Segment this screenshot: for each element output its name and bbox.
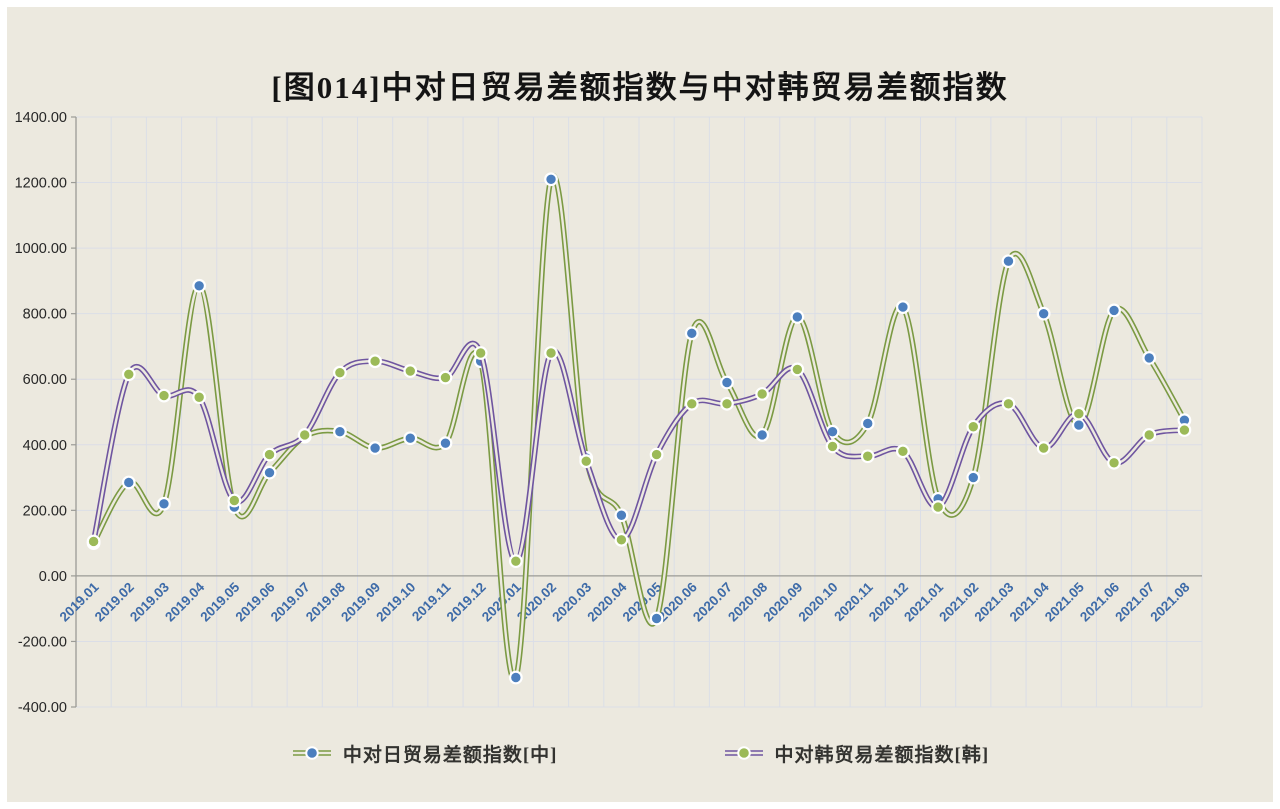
data-point-marker bbox=[192, 278, 207, 293]
data-point-marker bbox=[931, 500, 945, 514]
data-point-marker bbox=[1107, 303, 1121, 318]
data-point-marker bbox=[966, 470, 981, 485]
data-point-marker bbox=[755, 387, 770, 401]
data-point-marker bbox=[966, 419, 981, 434]
data-point-marker bbox=[1036, 441, 1051, 455]
data-point-marker bbox=[614, 532, 629, 547]
data-point-marker bbox=[649, 447, 664, 462]
data-point-marker bbox=[508, 554, 523, 569]
y-axis-label: 1200.00 bbox=[15, 176, 67, 192]
data-point-marker bbox=[473, 346, 488, 360]
data-point-marker bbox=[333, 424, 347, 439]
data-point-marker bbox=[157, 496, 171, 511]
y-axis-label: 400.00 bbox=[23, 438, 67, 454]
x-axis-label: 2019.10 bbox=[373, 579, 418, 624]
data-point-marker bbox=[1001, 396, 1016, 411]
legend-label-japan: 中对日贸易差额指数[中] bbox=[342, 744, 558, 766]
y-axis-label: 1000.00 bbox=[15, 241, 67, 257]
data-point-marker bbox=[684, 396, 699, 411]
data-point-marker bbox=[1177, 423, 1192, 437]
y-axis-label: 1400.00 bbox=[15, 110, 67, 126]
data-point-marker bbox=[544, 172, 558, 187]
data-point-marker bbox=[614, 508, 629, 523]
data-point-marker bbox=[403, 431, 418, 446]
data-point-marker bbox=[192, 390, 207, 405]
chart-frame: [图014]中对日贸易差额指数与中对韩贸易差额指数 1400.00 1200.00… bbox=[7, 7, 1273, 802]
y-axis-label: 600.00 bbox=[23, 372, 67, 388]
x-axis-label: 2021.08 bbox=[1147, 579, 1192, 624]
x-axis-label: 2020.10 bbox=[796, 579, 841, 624]
data-point-marker bbox=[227, 493, 242, 508]
y-axis-label: 200.00 bbox=[23, 503, 67, 519]
chart-title: [图014]中对日贸易差额指数与中对韩贸易差额指数 bbox=[271, 70, 1009, 105]
data-point-marker bbox=[579, 454, 594, 469]
data-point-marker bbox=[790, 362, 805, 377]
data-point-marker bbox=[755, 428, 770, 442]
legend-label-korea: 中对韩贸易差额指数[韩] bbox=[774, 744, 990, 766]
y-axis-label: -400.00 bbox=[18, 700, 67, 716]
data-point-marker bbox=[403, 364, 418, 378]
y-axis-label: 800.00 bbox=[23, 307, 67, 323]
legend-item-japan: 中对日贸易差额指数[中] bbox=[291, 740, 558, 767]
japan-series-line-icon bbox=[292, 746, 331, 760]
data-point-marker bbox=[1071, 406, 1086, 421]
legend: 中对日贸易差额指数[中] 中对韩贸易差额指数[韩] bbox=[7, 733, 1273, 773]
series-line-inner bbox=[92, 342, 1185, 563]
y-axis-label: 0.00 bbox=[39, 569, 67, 585]
legend-item-korea: 中对韩贸易差额指数[韩] bbox=[723, 740, 990, 767]
data-point-marker bbox=[860, 416, 875, 431]
data-point-marker bbox=[1036, 306, 1051, 321]
data-point-marker bbox=[368, 441, 382, 455]
plot-area: 1400.00 1200.00 1000.00 800.00 600.00 400.00 2… bbox=[15, 110, 1203, 716]
data-point-marker bbox=[508, 670, 523, 685]
data-point-marker bbox=[121, 475, 136, 490]
data-point-marker bbox=[1001, 254, 1016, 269]
data-point-marker bbox=[157, 388, 171, 403]
data-point-marker bbox=[1071, 418, 1086, 433]
data-point-marker bbox=[297, 428, 312, 442]
data-point-marker bbox=[896, 444, 910, 459]
data-point-marker bbox=[262, 447, 277, 462]
data-point-marker bbox=[1107, 455, 1121, 470]
data-point-marker bbox=[790, 310, 805, 324]
data-point-marker bbox=[1142, 351, 1157, 365]
y-axis-label: -200.00 bbox=[18, 634, 67, 650]
data-point-marker bbox=[86, 534, 101, 549]
data-point-marker bbox=[720, 396, 734, 411]
data-point-marker bbox=[544, 346, 558, 360]
data-point-marker bbox=[860, 449, 875, 464]
data-point-marker bbox=[649, 611, 664, 626]
data-point-marker bbox=[262, 465, 277, 480]
data-point-marker bbox=[438, 436, 453, 451]
data-point-marker bbox=[825, 439, 840, 454]
data-point-marker bbox=[1142, 428, 1157, 442]
data-point-marker bbox=[896, 300, 910, 315]
data-point-marker bbox=[121, 367, 136, 382]
data-point-marker bbox=[368, 354, 382, 369]
data-point-marker bbox=[438, 370, 453, 385]
data-point-marker bbox=[720, 375, 734, 390]
data-point-marker bbox=[333, 365, 347, 380]
korea-series-line-icon bbox=[724, 746, 763, 760]
data-point-marker bbox=[684, 326, 699, 341]
